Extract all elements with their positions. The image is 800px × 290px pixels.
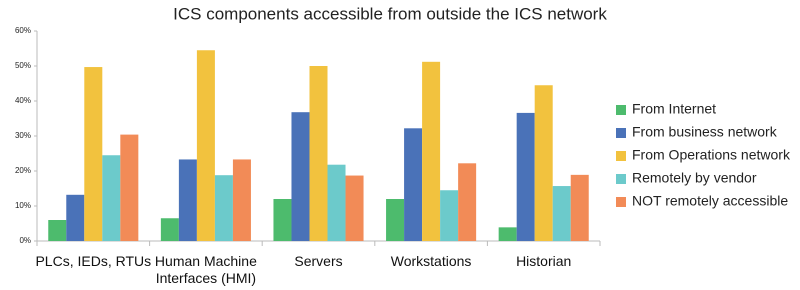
bar [214, 175, 233, 241]
x-tick-label: Workstations [390, 253, 472, 269]
y-tick-label: 50% [15, 61, 31, 70]
legend-swatch [616, 151, 626, 161]
bar [386, 199, 405, 241]
bar [196, 50, 215, 241]
bar [309, 66, 328, 241]
x-tick-label: PLCs, IEDs, RTUs [35, 253, 152, 269]
bar [178, 159, 197, 241]
bar [273, 199, 292, 241]
legend-label: From business network [632, 124, 778, 140]
bar [498, 227, 517, 241]
y-tick-label: 10% [15, 201, 31, 210]
bar [404, 128, 423, 241]
bar [458, 163, 477, 241]
bar [102, 155, 121, 241]
x-tick-label: Human Machine Interfaces (HMI) [154, 253, 257, 286]
bar [160, 218, 179, 241]
y-tick-label: 20% [15, 166, 31, 175]
bar [440, 190, 459, 241]
y-tick-label: 30% [15, 131, 31, 140]
x-tick-label: Historian [516, 253, 572, 269]
legend-swatch [616, 105, 626, 115]
y-tick-label: 0% [19, 236, 31, 245]
bar [327, 164, 346, 241]
legend-swatch [616, 197, 626, 207]
bar [66, 194, 85, 241]
bar [570, 174, 589, 241]
bar [291, 112, 310, 241]
bar [232, 159, 251, 241]
y-tick-label: 40% [15, 96, 31, 105]
bar [120, 134, 139, 241]
legend-label: Remotely by vendor [632, 170, 757, 186]
y-tick-label: 60% [15, 26, 31, 35]
bar [552, 186, 571, 241]
legend-label: NOT remotely accessible [632, 193, 788, 209]
x-tick-label: Servers [294, 253, 343, 269]
legend-label: From Internet [632, 101, 716, 117]
bar [48, 220, 67, 241]
bar [84, 67, 103, 241]
legend-swatch [616, 174, 626, 184]
legend-swatch [616, 128, 626, 138]
bar [422, 61, 441, 241]
chart-title: ICS components accessible from outside t… [173, 4, 607, 23]
bar [345, 175, 364, 241]
bar [516, 112, 535, 242]
legend-label: From Operations network [632, 147, 791, 163]
bar [534, 85, 553, 241]
